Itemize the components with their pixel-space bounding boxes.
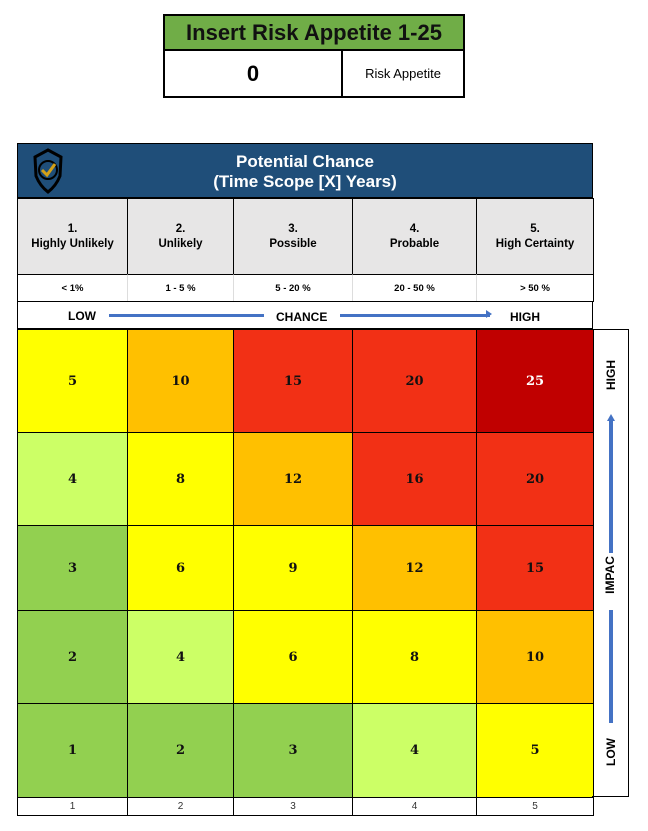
column-percentage: 20 - 50 % [352, 274, 477, 302]
risk-appetite-input[interactable]: 0 [165, 51, 343, 96]
shield-check-logo [33, 148, 63, 194]
risk-cell[interactable]: 25 [476, 329, 594, 433]
column-header: 1. Highly Unlikely [17, 198, 128, 275]
risk-appetite-title: Insert Risk Appetite 1-25 [165, 16, 463, 51]
column-number: 3. [288, 222, 298, 235]
arrow-head-icon [486, 310, 492, 318]
risk-cell[interactable]: 4 [17, 432, 128, 526]
column-header: 5. High Certainty [476, 198, 594, 275]
risk-cell[interactable]: 6 [127, 525, 234, 611]
column-label: Unlikely [158, 237, 203, 250]
matrix-title-line2: (Time Scope [X] Years) [213, 172, 397, 191]
risk-cell[interactable]: 20 [352, 329, 477, 433]
risk-appetite-label: Risk Appetite [365, 66, 441, 81]
matrix-header: Potential Chance (Time Scope [X] Years) [17, 143, 593, 198]
column-index: 3 [233, 797, 353, 816]
risk-cell[interactable]: 12 [352, 525, 477, 611]
risk-cell[interactable]: 5 [476, 703, 594, 798]
risk-cell[interactable]: 4 [352, 703, 477, 798]
risk-cell[interactable]: 10 [476, 610, 594, 704]
column-index: 1 [17, 797, 128, 816]
risk-cell[interactable]: 9 [233, 525, 353, 611]
impact-arrow-line [609, 420, 613, 553]
matrix-title-line1: Potential Chance [236, 152, 374, 171]
risk-cell[interactable]: 10 [127, 329, 234, 433]
risk-cell[interactable]: 1 [17, 703, 128, 798]
column-number: 2. [175, 222, 186, 235]
risk-cell[interactable]: 20 [476, 432, 594, 526]
impact-low-label: LOW [604, 738, 618, 766]
risk-cell[interactable]: 15 [476, 525, 594, 611]
column-percentage: 1 - 5 % [127, 274, 234, 302]
column-header: 2. Unlikely [127, 198, 234, 275]
column-header: 4. Probable [352, 198, 477, 275]
chance-low-label: LOW [68, 309, 96, 323]
risk-cell[interactable]: 15 [233, 329, 353, 433]
impact-mid-label: IMPAC [603, 556, 617, 594]
risk-cell[interactable]: 6 [233, 610, 353, 704]
impact-high-label: HIGH [604, 360, 618, 390]
risk-cell[interactable]: 8 [127, 432, 234, 526]
risk-cell[interactable]: 5 [17, 329, 128, 433]
risk-cell[interactable]: 3 [233, 703, 353, 798]
risk-cell[interactable]: 16 [352, 432, 477, 526]
column-percentage: < 1% [17, 274, 128, 302]
impact-axis: HIGH IMPAC LOW [592, 329, 629, 797]
chance-mid-label: CHANCE [276, 310, 328, 324]
column-label: Possible [269, 237, 317, 250]
risk-cell[interactable]: 2 [127, 703, 234, 798]
risk-cell[interactable]: 12 [233, 432, 353, 526]
chance-arrow-line [109, 314, 264, 317]
risk-cell[interactable]: 4 [127, 610, 234, 704]
column-index: 2 [127, 797, 234, 816]
chance-high-label: HIGH [510, 310, 540, 324]
chance-arrow-icon [340, 314, 490, 317]
column-label: Probable [389, 237, 440, 250]
column-label: Highly Unlikely [31, 237, 114, 250]
risk-cell[interactable]: 2 [17, 610, 128, 704]
column-number: 1. [67, 222, 78, 235]
impact-arrow-icon [607, 414, 615, 421]
chance-axis: LOW CHANCE HIGH [17, 301, 593, 329]
column-percentage: > 50 % [476, 274, 594, 302]
column-header: 3. Possible [233, 198, 353, 275]
risk-appetite-box: Insert Risk Appetite 1-25 0 Risk Appetit… [163, 14, 465, 98]
risk-cell[interactable]: 8 [352, 610, 477, 704]
column-percentage: 5 - 20 % [233, 274, 353, 302]
risk-cell[interactable]: 3 [17, 525, 128, 611]
column-number: 4. [409, 222, 420, 235]
column-index: 5 [476, 797, 594, 816]
column-label: High Certainty [495, 237, 575, 250]
column-index: 4 [352, 797, 477, 816]
impact-arrow-line-lower [609, 610, 613, 723]
column-number: 5. [530, 222, 540, 235]
